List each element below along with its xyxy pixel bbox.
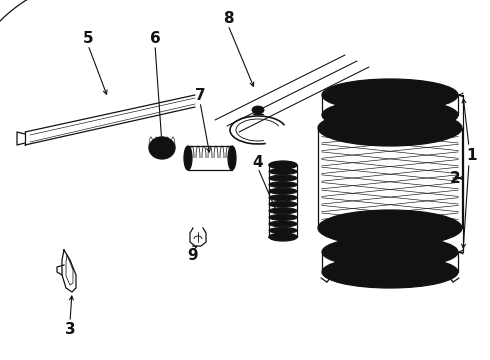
Ellipse shape <box>334 82 446 108</box>
Text: 3: 3 <box>65 323 75 338</box>
Text: 8: 8 <box>222 10 233 26</box>
Ellipse shape <box>228 146 236 170</box>
Text: 1: 1 <box>467 148 477 162</box>
Ellipse shape <box>318 110 462 146</box>
Ellipse shape <box>322 99 458 131</box>
Text: 5: 5 <box>83 31 93 45</box>
Ellipse shape <box>322 79 458 111</box>
Ellipse shape <box>269 208 297 214</box>
Ellipse shape <box>359 88 420 102</box>
Ellipse shape <box>269 175 297 181</box>
Ellipse shape <box>269 214 297 220</box>
Ellipse shape <box>334 259 446 285</box>
Ellipse shape <box>269 168 297 175</box>
Ellipse shape <box>336 215 444 242</box>
Ellipse shape <box>269 195 297 201</box>
Ellipse shape <box>269 182 297 188</box>
Ellipse shape <box>269 234 297 240</box>
Ellipse shape <box>269 162 297 168</box>
Ellipse shape <box>184 146 192 170</box>
Ellipse shape <box>336 114 444 141</box>
Ellipse shape <box>269 188 297 194</box>
Ellipse shape <box>334 102 446 128</box>
Ellipse shape <box>334 239 446 265</box>
Ellipse shape <box>149 137 175 159</box>
Ellipse shape <box>269 161 297 169</box>
Ellipse shape <box>269 201 297 207</box>
Text: 4: 4 <box>253 154 263 170</box>
Ellipse shape <box>318 210 462 246</box>
Ellipse shape <box>322 256 458 288</box>
Ellipse shape <box>153 140 171 156</box>
Ellipse shape <box>269 233 297 241</box>
Ellipse shape <box>269 221 297 227</box>
Text: 9: 9 <box>188 248 198 262</box>
Text: 2: 2 <box>450 171 461 185</box>
Ellipse shape <box>322 236 458 268</box>
Ellipse shape <box>269 228 297 233</box>
Ellipse shape <box>157 144 167 152</box>
Ellipse shape <box>375 91 405 99</box>
Text: 7: 7 <box>195 87 205 103</box>
Ellipse shape <box>359 245 420 259</box>
Text: 6: 6 <box>149 31 160 45</box>
Ellipse shape <box>252 106 264 114</box>
Ellipse shape <box>375 248 405 256</box>
